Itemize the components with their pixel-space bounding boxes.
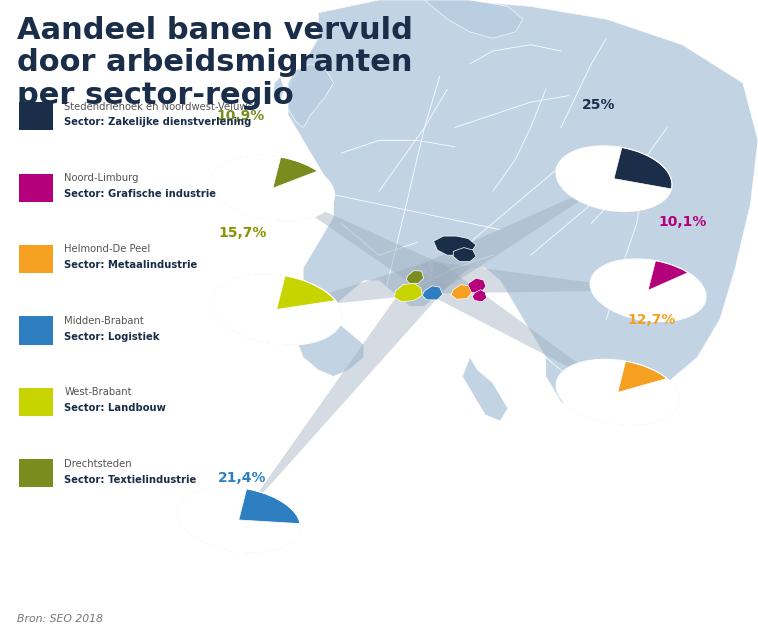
Text: Helmond-De Peel: Helmond-De Peel: [64, 244, 151, 255]
Ellipse shape: [590, 259, 706, 322]
Polygon shape: [424, 0, 523, 38]
PathPatch shape: [614, 147, 672, 189]
Polygon shape: [288, 0, 758, 396]
Polygon shape: [273, 188, 443, 291]
Polygon shape: [288, 64, 334, 128]
Text: Sector: Zakelijke dienstverlening: Sector: Zakelijke dienstverlening: [64, 117, 252, 128]
Text: 12,7%: 12,7%: [628, 313, 676, 327]
FancyBboxPatch shape: [19, 316, 53, 345]
FancyBboxPatch shape: [19, 102, 53, 130]
FancyBboxPatch shape: [19, 174, 53, 202]
Polygon shape: [239, 269, 448, 520]
Text: Aandeel banen vervuld
door arbeidsmigranten
per sector-regio: Aandeel banen vervuld door arbeidsmigran…: [17, 16, 412, 110]
Text: Noord-Limburg: Noord-Limburg: [64, 173, 139, 183]
Text: Sector: Metaalindustrie: Sector: Metaalindustrie: [64, 260, 198, 271]
Text: Sector: Logistiek: Sector: Logistiek: [64, 332, 160, 342]
Polygon shape: [421, 265, 618, 392]
Ellipse shape: [177, 487, 300, 553]
Polygon shape: [394, 283, 422, 302]
Text: West-Brabant: West-Brabant: [64, 387, 132, 397]
PathPatch shape: [239, 489, 300, 524]
FancyBboxPatch shape: [19, 245, 53, 273]
Text: 25%: 25%: [582, 98, 615, 112]
Polygon shape: [451, 285, 471, 299]
Polygon shape: [462, 357, 508, 421]
Text: Bron: SEO 2018: Bron: SEO 2018: [17, 614, 102, 624]
Text: Midden-Brabant: Midden-Brabant: [64, 316, 144, 326]
Polygon shape: [434, 236, 476, 255]
Polygon shape: [406, 271, 424, 283]
Text: Sector: Textielindustrie: Sector: Textielindustrie: [64, 475, 196, 485]
Polygon shape: [472, 290, 487, 302]
PathPatch shape: [648, 261, 688, 290]
Polygon shape: [467, 278, 486, 293]
Polygon shape: [546, 357, 584, 408]
Text: Drechtsteden: Drechtsteden: [64, 459, 132, 469]
Text: Sector: Landbouw: Sector: Landbouw: [64, 403, 166, 413]
Text: Stedendriehoek en Noordwest-Veluwe: Stedendriehoek en Noordwest-Veluwe: [64, 101, 254, 112]
Text: 10,9%: 10,9%: [217, 109, 265, 123]
Text: 15,7%: 15,7%: [218, 226, 267, 240]
Ellipse shape: [211, 274, 342, 345]
FancyBboxPatch shape: [19, 459, 53, 487]
Ellipse shape: [211, 155, 334, 221]
Polygon shape: [421, 179, 614, 291]
Polygon shape: [431, 262, 648, 293]
Text: Sector: Grafische industrie: Sector: Grafische industrie: [64, 189, 217, 199]
Polygon shape: [422, 286, 443, 300]
Polygon shape: [273, 77, 284, 102]
Text: 10,1%: 10,1%: [658, 216, 706, 229]
Polygon shape: [296, 306, 364, 376]
Polygon shape: [453, 248, 476, 262]
Ellipse shape: [556, 146, 672, 211]
Ellipse shape: [556, 359, 679, 426]
PathPatch shape: [277, 276, 336, 309]
FancyBboxPatch shape: [19, 388, 53, 416]
Polygon shape: [277, 262, 437, 309]
Text: 21,4%: 21,4%: [218, 471, 267, 485]
PathPatch shape: [618, 361, 667, 392]
PathPatch shape: [273, 157, 318, 188]
